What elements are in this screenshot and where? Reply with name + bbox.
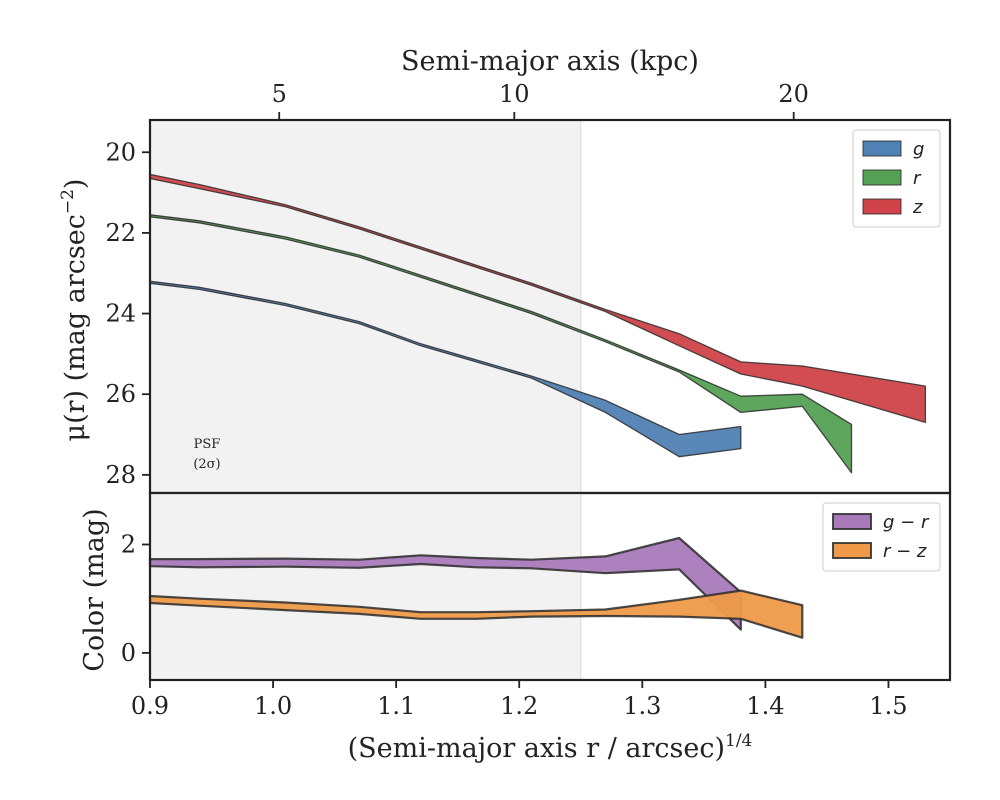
band-g: [149, 280, 742, 458]
band-gr: [148, 536, 742, 631]
legend-swatch: [862, 169, 902, 186]
x-tick-label: 1.2: [500, 692, 538, 720]
x-tick-label: 0.9: [131, 692, 169, 720]
psf-sigma-label: (2σ): [193, 457, 220, 472]
legend-swatch: [832, 542, 872, 559]
x-tick-label: 1.4: [746, 692, 784, 720]
y-tick-label: 0: [121, 639, 136, 667]
psf-label: PSF: [194, 437, 221, 452]
color-panel: 0 2 0.9 1.0 1.1 1.2 1.3 1.4 1.5 g − r r − z: [121, 491, 952, 720]
legend-label: r − z: [883, 541, 927, 562]
legend-label: g − r: [883, 512, 930, 533]
surface-brightness-panel: 20 22 24 26 28 5 10 20 PSF (2σ) grz: [105, 80, 952, 495]
legend-color: g − r r − z: [822, 502, 941, 572]
y-tick-label: 26: [105, 380, 136, 408]
y-tick-label: 28: [105, 461, 136, 489]
legend-magnitude: grz: [852, 129, 941, 228]
legend-swatch: [832, 513, 872, 530]
top-x-tick-label: 10: [499, 80, 530, 108]
legend-label: g: [913, 139, 924, 160]
y-tick-label: 24: [105, 300, 136, 328]
top-y-axis-title: μ(r) (mag arcsec−2): [58, 179, 91, 442]
legend-label: z: [912, 197, 923, 218]
x-tick-label: 1.0: [254, 692, 292, 720]
band-z: [149, 173, 927, 424]
band-r: [149, 214, 853, 474]
legend-swatch: [862, 140, 902, 157]
y-tick-label: 20: [105, 138, 136, 166]
top-x-tick-label: 20: [778, 80, 809, 108]
psf-shaded-region-bottom: [150, 493, 581, 680]
legend-swatch: [862, 198, 902, 215]
bottom-x-axis-title: (Semi-major axis r / arcsec)1/4: [348, 731, 753, 764]
bottom-y-axis-title: Color (mag): [79, 508, 110, 671]
legend-label: r: [913, 168, 922, 189]
bottom-panel-frame: [148, 491, 952, 682]
y-tick-label: 22: [105, 219, 136, 247]
x-tick-label: 1.5: [869, 692, 907, 720]
x-tick-label: 1.3: [623, 692, 661, 720]
top-x-axis-title: Semi-major axis (kpc): [401, 46, 699, 77]
band-rz: [148, 589, 804, 639]
x-tick-label: 1.1: [377, 692, 415, 720]
top-x-tick-label: 5: [272, 80, 287, 108]
y-tick-label: 2: [121, 530, 136, 558]
